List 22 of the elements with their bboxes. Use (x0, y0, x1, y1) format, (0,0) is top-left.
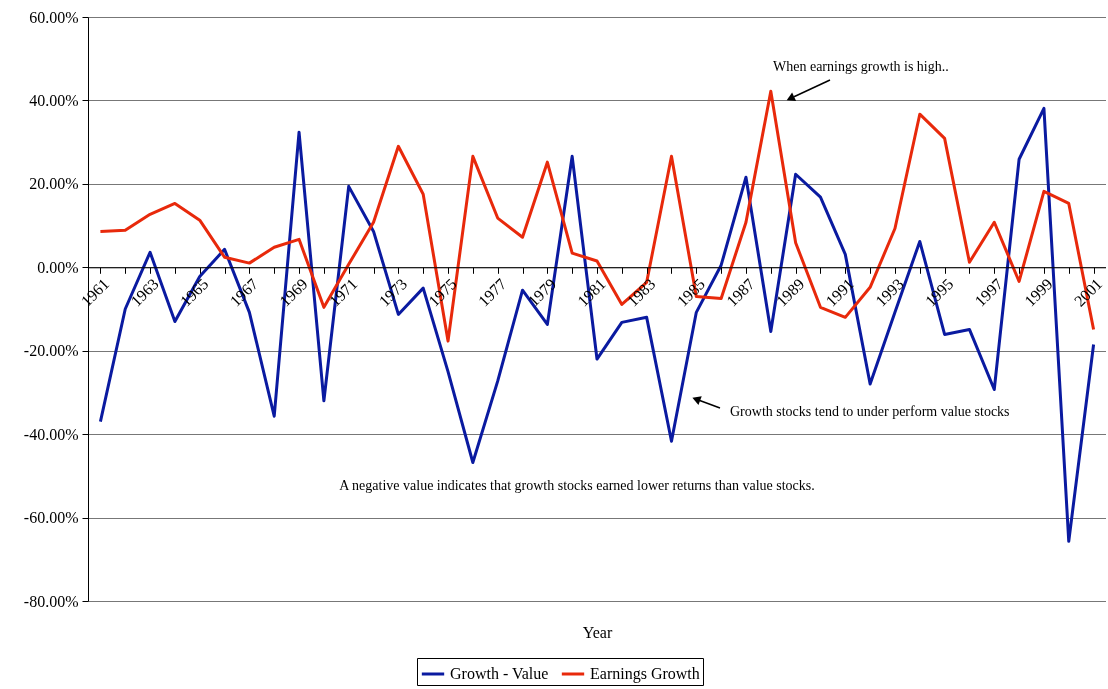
x-tick-label: 1969 (276, 275, 311, 310)
legend-label: Earnings Growth (590, 665, 700, 683)
x-tick-label: 1981 (574, 275, 609, 310)
legend-label: Growth - Value (450, 665, 549, 682)
y-tick-label: -80.00% (23, 592, 79, 610)
x-tick-label: 1991 (822, 275, 858, 310)
y-tick-label: 0.00% (37, 258, 79, 276)
y-tick-label: -40.00% (23, 425, 79, 443)
x-tick-label: 1971 (325, 275, 361, 310)
x-tick-label: 2001 (1070, 275, 1106, 310)
y-tick-label: 40.00% (29, 91, 79, 109)
y-tick-label: 20.00% (29, 175, 79, 193)
x-tick-label: 1999 (1021, 275, 1056, 310)
y-tick-label: 60.00% (29, 8, 79, 26)
annotation: Growth stocks tend to under perform value stocks (730, 404, 1010, 419)
y-tick-label: -60.00% (23, 509, 79, 527)
y-tick-label: -20.00% (23, 342, 79, 360)
x-tick-label: 1975 (425, 275, 460, 310)
annotation: When earnings growth is high.. (773, 59, 949, 74)
x-axis-title: Year (582, 623, 613, 641)
annotation: A negative value indicates that growth stocks earned lower returns than value stocks. (339, 478, 815, 493)
x-tick-label: 1993 (872, 275, 907, 310)
